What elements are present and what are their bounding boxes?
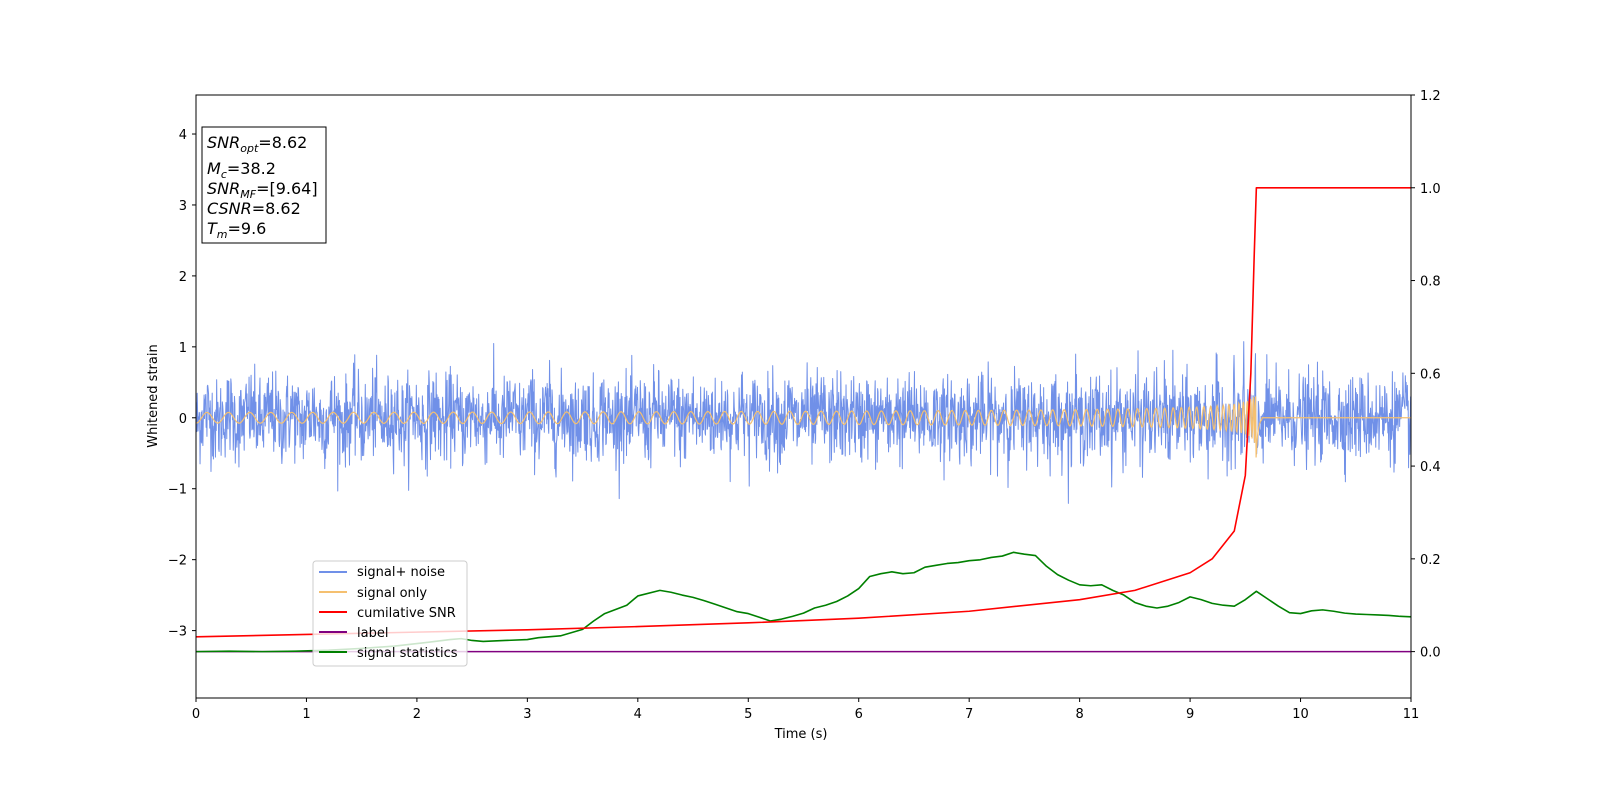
x-tick-label: 7 [965,707,973,722]
info-sub: opt [240,142,259,155]
info-sub: m [217,228,228,241]
x-tick-label: 5 [744,707,752,722]
info-value: =8.62 [258,133,307,152]
y-tick-label-right: 1.2 [1420,89,1441,104]
info-name: SNR [207,179,240,198]
x-tick-label: 3 [523,707,531,722]
series-signal-only [196,396,1411,458]
info-value: =38.2 [227,159,276,178]
y-tick-label-right: 0.4 [1420,460,1441,475]
y-tick-label-left: 0 [179,412,187,427]
info-line-tm: Tm=9.6 [207,219,266,241]
legend-label-cumulative-snr: cumilative SNR [357,606,456,621]
legend-label-label: label [357,626,388,641]
info-box: SNRopt=8.62 Mc=38.2 SNRMF=[9.64] CSNR=8.… [201,126,327,244]
x-tick-label: 1 [302,707,310,722]
y-tick-label-left: −2 [168,554,187,569]
y-tick-label-left: 3 [179,199,187,214]
info-value: =[9.64] [256,179,318,198]
axes-frame [195,94,1412,699]
info-line-snr-mf: SNRMF=[9.64] [207,179,318,201]
legend: signal+ noise signal only cumilative SNR… [312,560,468,667]
info-sub: MF [240,188,256,201]
legend-label-signal-noise: signal+ noise [357,565,445,580]
y-tick-label-right: 0.0 [1420,646,1441,661]
y-tick-label-right: 0.2 [1420,553,1441,568]
info-name: M [207,159,221,178]
y-tick-label-left: 4 [179,128,187,143]
info-name: T [207,219,218,238]
x-tick-label: 4 [634,707,642,722]
x-tick-label: 0 [192,707,200,722]
y-tick-label-left: −3 [168,625,187,640]
y-tick-label-left: 2 [179,270,187,285]
y-tick-label-left: 1 [179,341,187,356]
y-tick-label-left: −1 [168,483,187,498]
info-line-snr-opt: SNRopt=8.62 [207,133,307,155]
legend-label-signal-only: signal only [357,586,427,601]
x-axis-label: Time (s) [774,727,828,742]
x-tick-label: 11 [1403,707,1420,722]
info-line-mc: Mc=38.2 [207,159,276,181]
info-box-frame [201,126,327,244]
legend-label-signal-statistics: signal statistics [357,646,458,661]
x-tick-label: 8 [1075,707,1083,722]
series-signal-statistics [196,551,1411,653]
series-cumulative-snr [196,186,1411,638]
y-axis-label-left: Whitened strain [146,344,161,447]
tick-layer: 0 1 2 3 4 5 6 7 8 9 10 1143210−1−2−31.21.00.80.60.4… [168,89,1441,722]
y-tick-label-right: 0.6 [1420,367,1441,382]
x-tick-label: 6 [855,707,863,722]
y-tick-label-right: 0.8 [1420,275,1441,290]
info-name: CSNR [207,199,252,218]
legend-frame [312,560,468,667]
x-tick-label: 9 [1186,707,1194,722]
info-sub: c [221,168,227,181]
y-tick-label-right: 1.0 [1420,182,1441,197]
x-tick-label: 2 [413,707,421,722]
info-name: SNR [207,133,240,152]
info-value: =8.62 [252,199,301,218]
info-value: =9.6 [228,219,267,238]
info-line-csnr: CSNR=8.62 [207,199,301,218]
x-tick-label: 10 [1292,707,1309,722]
